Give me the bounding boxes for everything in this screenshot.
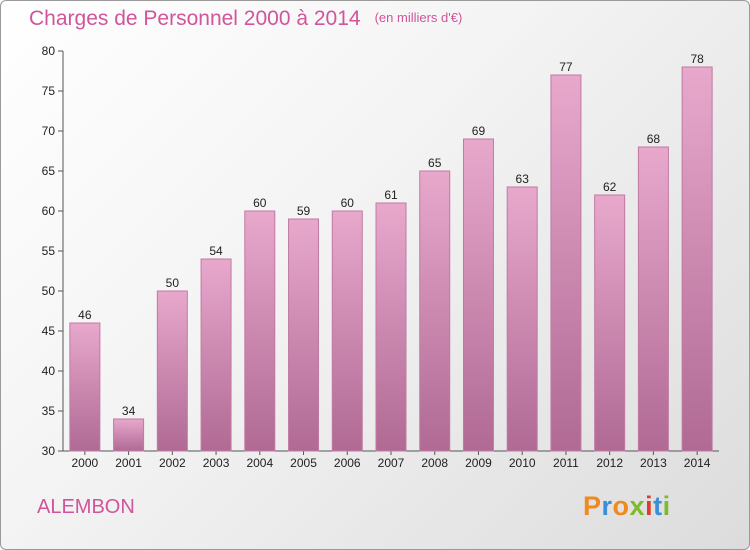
bar-value-label: 62: [603, 180, 617, 194]
bar-value-label: 60: [341, 196, 355, 210]
bar: [331, 210, 363, 452]
bar: [637, 146, 669, 452]
bar: [594, 194, 626, 452]
bar: [244, 210, 276, 452]
bar: [681, 66, 713, 452]
y-tick-label: 30: [42, 444, 56, 458]
y-tick-label: 55: [42, 244, 56, 258]
x-tick-label: 2007: [378, 456, 405, 470]
x-tick-label: 2012: [596, 456, 623, 470]
x-tick-label: 2011: [553, 456, 579, 470]
y-tick-label: 40: [42, 364, 56, 378]
logo-letter: o: [612, 491, 630, 521]
x-tick-label: 2002: [159, 456, 186, 470]
y-tick-label: 45: [42, 324, 56, 338]
chart-subtitle: (en milliers d'€): [374, 10, 463, 25]
logo-letter: x: [629, 491, 646, 521]
bar: [113, 418, 145, 452]
bar-value-label: 78: [690, 52, 704, 66]
x-tick-label: 2013: [640, 456, 667, 470]
bar-value-label: 60: [253, 196, 267, 210]
bar: [200, 258, 232, 452]
x-tick-label: 2009: [465, 456, 492, 470]
chart-title: Charges de Personnel 2000 à 2014 (en mill…: [29, 7, 462, 31]
y-tick-label: 75: [42, 84, 56, 98]
y-tick-label: 60: [42, 204, 56, 218]
bar-value-label: 50: [166, 276, 180, 290]
y-tick-label: 70: [42, 124, 56, 138]
logo-letter: r: [601, 491, 613, 521]
x-tick-label: 2008: [421, 456, 448, 470]
y-tick-label: 50: [42, 284, 56, 298]
logo-letter: P: [583, 491, 602, 521]
bar-value-label: 69: [472, 124, 486, 138]
logo-letter: i: [645, 491, 654, 521]
bar-value-label: 34: [122, 404, 136, 418]
bar-value-label: 54: [209, 244, 223, 258]
bar: [506, 186, 538, 452]
bar-value-label: 59: [297, 204, 311, 218]
x-tick-label: 2005: [290, 456, 317, 470]
bar-value-label: 77: [559, 60, 573, 74]
logo-letter: t: [653, 491, 663, 521]
bar: [462, 138, 494, 452]
bar: [419, 170, 451, 452]
bar-value-label: 46: [78, 308, 92, 322]
chart-title-text: Charges de Personnel 2000 à 2014: [29, 7, 361, 30]
bar: [156, 290, 188, 452]
x-tick-label: 2003: [203, 456, 230, 470]
bar: [69, 322, 101, 452]
bar: [288, 218, 320, 452]
bar: [375, 202, 407, 452]
x-tick-label: 2004: [246, 456, 273, 470]
x-tick-label: 2001: [115, 456, 142, 470]
bar: [550, 74, 582, 452]
x-tick-label: 2014: [684, 456, 711, 470]
bar-value-label: 65: [428, 156, 442, 170]
x-tick-label: 2000: [72, 456, 99, 470]
y-tick-label: 65: [42, 164, 56, 178]
bar-value-label: 68: [647, 132, 661, 146]
bar-value-label: 61: [384, 188, 398, 202]
y-tick-label: 80: [42, 44, 56, 58]
x-tick-label: 2006: [334, 456, 361, 470]
logo-letter: i: [662, 491, 671, 521]
x-tick-label: 2010: [509, 456, 536, 470]
commune-name: ALEMBON: [37, 496, 135, 518]
proxiti-logo[interactable]: Proxiti: [583, 491, 671, 522]
bar-value-label: 63: [516, 172, 530, 186]
y-tick-label: 35: [42, 404, 56, 418]
